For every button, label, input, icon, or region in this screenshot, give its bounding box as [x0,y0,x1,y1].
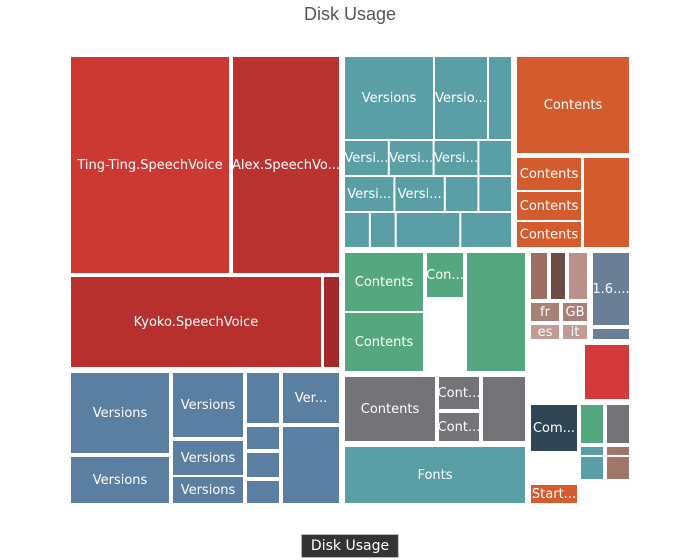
treemap-cell-locales-6[interactable] [563,325,587,339]
treemap-cell-versions-blue-4[interactable] [173,477,243,503]
treemap-cell-versions-teal-2[interactable] [345,141,388,175]
treemap-cell-contents-gray-3[interactable] [483,377,525,441]
treemap-cell-dark-com-0[interactable] [531,405,577,451]
treemap-cell-contents-green-1[interactable] [345,313,423,371]
treemap-cell-versions-teal-7[interactable] [395,177,444,211]
treemap-cell-locales-5[interactable] [531,325,559,339]
treemap-cell-versions-blue-8[interactable] [247,453,279,477]
treemap-cell-versions-teal-11[interactable] [370,213,395,247]
treemap-group-border [583,343,631,401]
treemap-cell-misc-small-3[interactable] [581,447,603,479]
treemap-cell-contents-orange-4[interactable] [584,158,629,247]
treemap-cell-locales-4[interactable] [563,303,587,321]
treemap-cell-versions-teal-13[interactable] [461,213,511,247]
treemap-cell-misc-small-1[interactable] [581,405,603,443]
treemap-group-border [529,251,589,341]
treemap-cell-versions-blue-10[interactable] [283,427,339,503]
treemap-group-border [69,371,341,505]
treemap-cell-contents-orange-3[interactable] [517,222,581,247]
treemap-cell-contents-gray-2[interactable] [439,413,479,441]
treemap-cell-contents-orange-1[interactable] [517,158,581,190]
treemap-cell-versions-blue-0[interactable] [71,373,169,453]
treemap-group-border [343,55,513,249]
treemap-cell-contents-green-0[interactable] [345,253,423,311]
treemap-group-border [343,251,527,373]
treemap-cell-versions-teal-3[interactable] [389,141,433,175]
treemap-cell-versions-teal-5[interactable] [479,141,511,175]
treemap-cell-locales-3[interactable] [531,303,559,321]
treemap-cell-contents-green-3[interactable] [467,253,525,371]
chart-title: Disk Usage [303,4,397,24]
treemap-cell-misc-small-2[interactable] [607,405,629,443]
treemap-cell-misc-small-0[interactable] [531,485,577,503]
treemap-cell-versions-teal-9[interactable] [479,177,511,211]
treemap-cell-versions-teal-6[interactable] [345,177,394,211]
treemap-cell-contents-gray-1[interactable] [439,377,479,409]
treemap-cell-contents-orange-2[interactable] [517,192,581,220]
breadcrumb-disk-usage[interactable]: Disk Usage [300,534,400,558]
treemap-group-border [591,251,631,341]
treemap-group-border [515,55,631,249]
treemap-cell-speech-voices-0[interactable] [71,57,229,273]
treemap-cell-contents-green-2[interactable] [427,253,463,297]
treemap-group-border [343,445,527,505]
treemap-cell-contents-orange-0[interactable] [517,57,629,153]
treemap-group-border [343,375,527,443]
treemap-cell-versions-teal-0[interactable] [345,57,433,139]
treemap-cell-versions-blue-1[interactable] [71,457,169,503]
treemap-cell-speech-voices-2[interactable] [71,277,321,367]
treemap-cell-fonts-0[interactable] [345,447,525,503]
treemap-cell-versions-teal-8[interactable] [445,177,478,211]
treemap-cell-locales-1[interactable] [551,253,565,299]
treemap-cell-blue-gray-small-1[interactable] [593,329,629,339]
treemap-cell-versions-teal-12[interactable] [396,213,460,247]
treemap-cell-versions-teal-1[interactable] [435,57,487,139]
treemap-group-border [529,403,579,453]
treemap-cell-speech-voices-3[interactable] [324,277,339,367]
treemap-cell-versions-blue-9[interactable] [247,481,279,503]
treemap-cell-versions-blue-7[interactable] [247,427,279,449]
treemap-cell-misc-small-4[interactable] [607,447,629,479]
treemap-cell-locales-2[interactable] [569,253,587,299]
treemap-cell-contents-gray-0[interactable] [345,377,435,441]
treemap-cell-red-small-0[interactable] [585,345,629,399]
treemap-cell-versions-teal-14[interactable] [489,57,511,139]
treemap-cell-versions-teal-4[interactable] [434,141,478,175]
treemap-cell-versions-blue-3[interactable] [173,441,243,475]
treemap-cell-versions-blue-2[interactable] [173,373,243,437]
treemap-cell-speech-voices-1[interactable] [233,57,339,273]
treemap-cell-versions-teal-10[interactable] [345,213,369,247]
treemap-cell-locales-0[interactable] [531,253,547,299]
treemap-group-border [529,455,631,505]
treemap-cell-versions-blue-5[interactable] [247,373,279,423]
treemap-cell-blue-gray-small-0[interactable] [593,253,629,325]
treemap-cell-versions-blue-6[interactable] [283,373,339,423]
treemap-group-border [69,55,341,369]
